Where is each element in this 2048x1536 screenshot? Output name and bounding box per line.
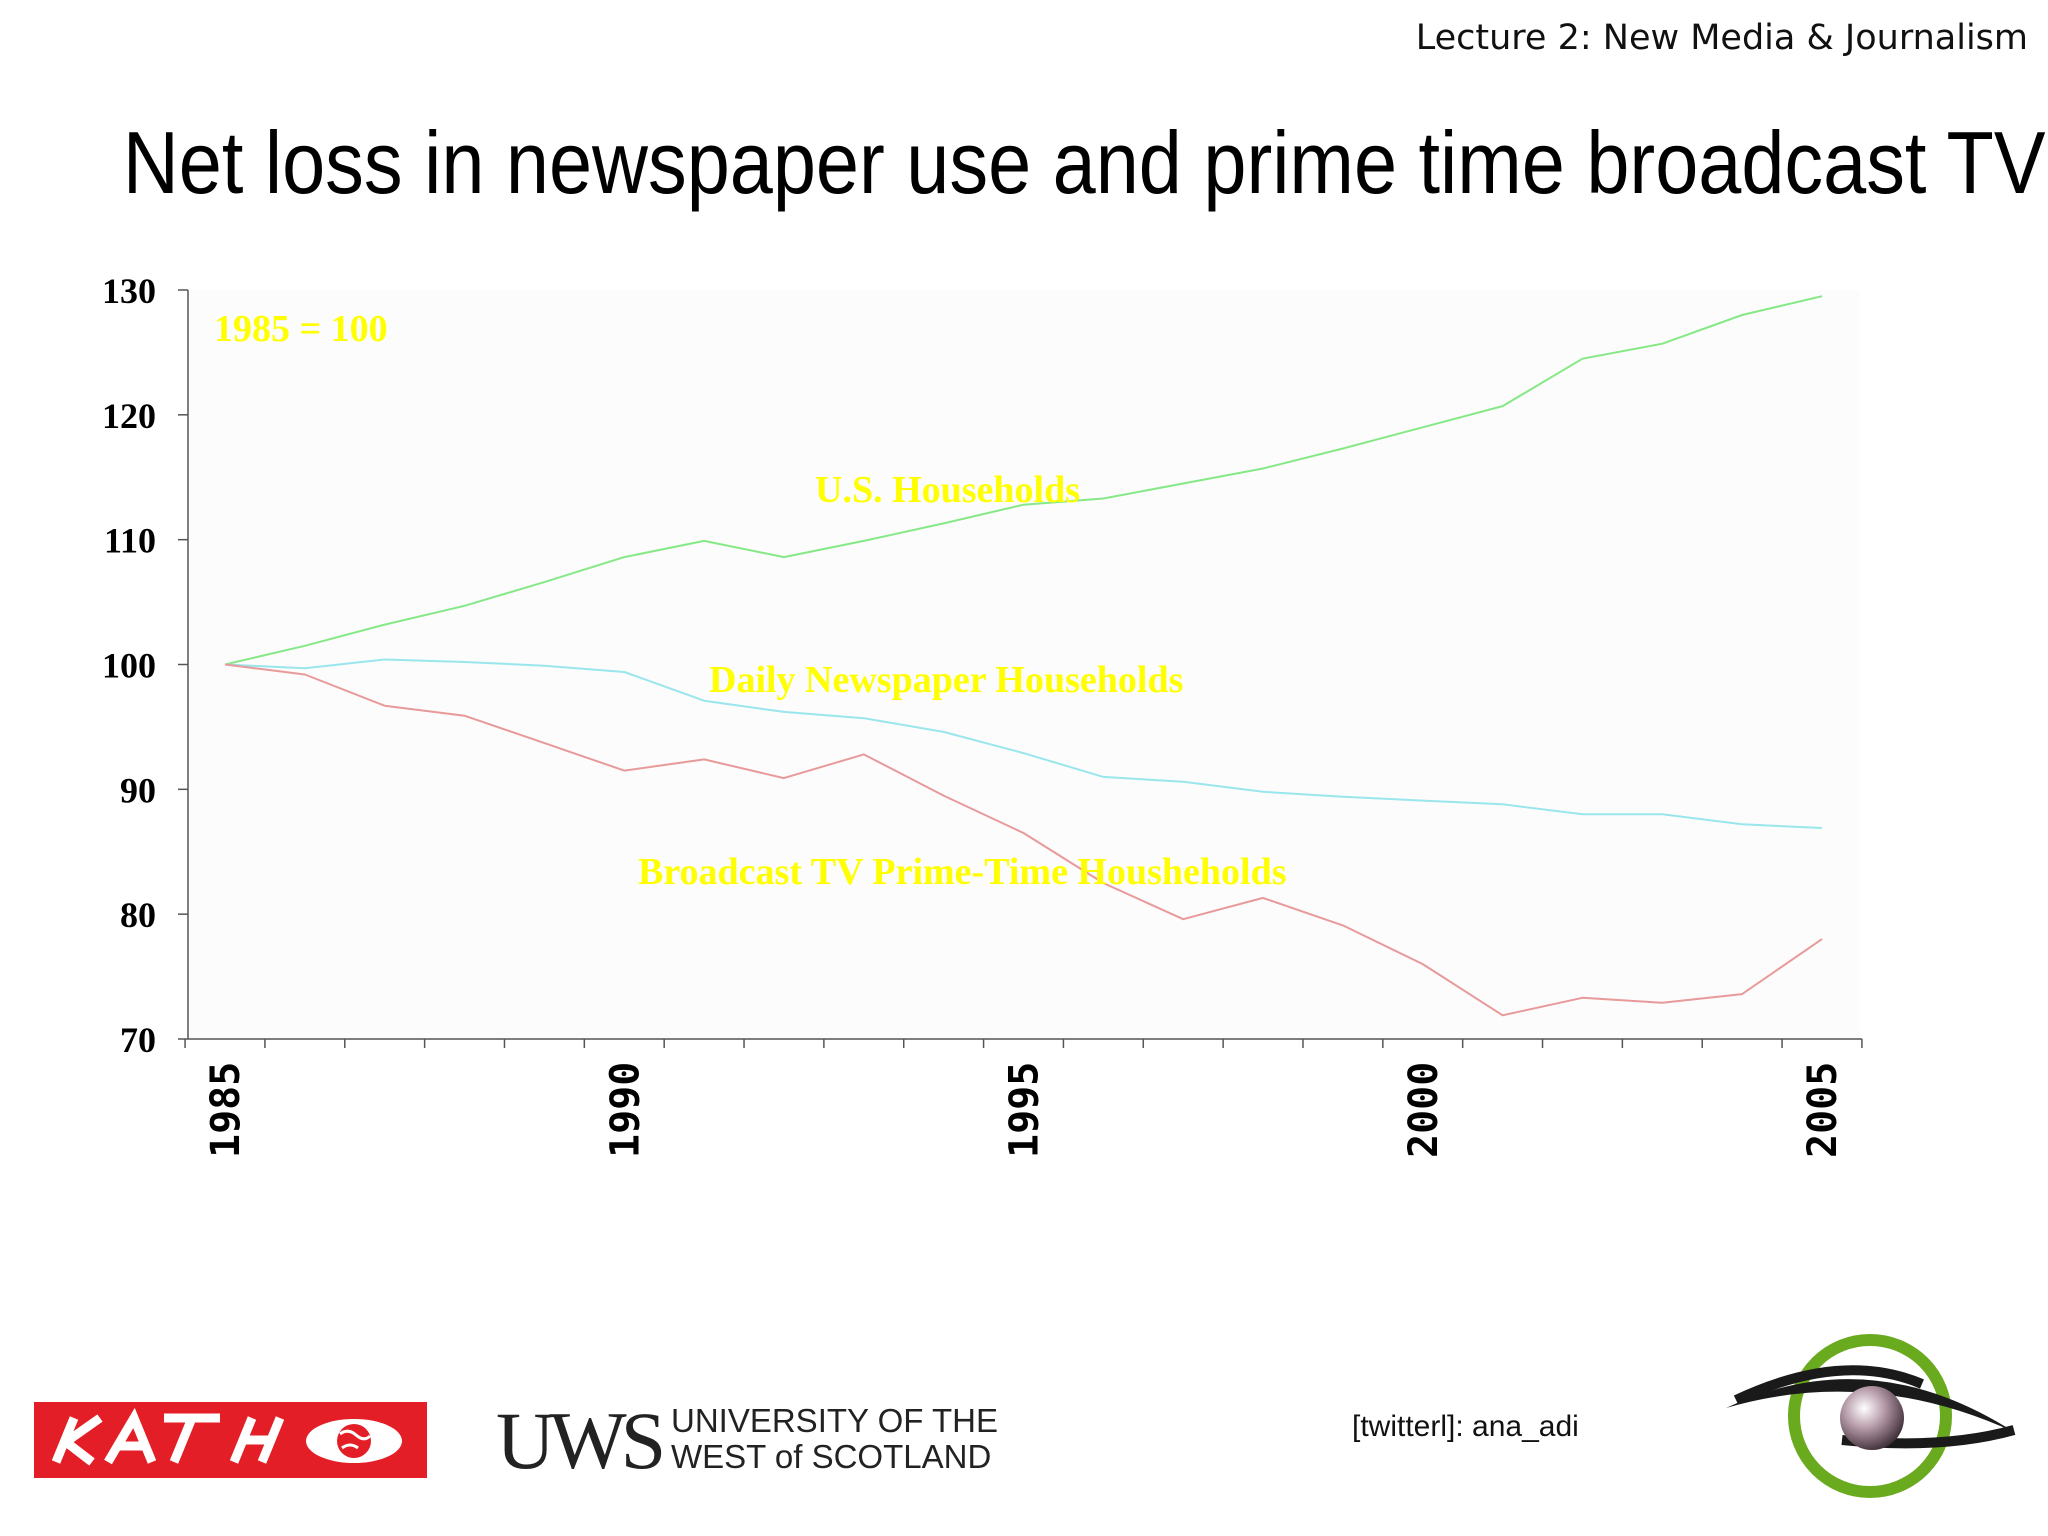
- y-tick-label: 70: [120, 1020, 156, 1060]
- y-tick-label: 110: [104, 521, 156, 561]
- x-tick-label: 1985: [203, 1062, 249, 1158]
- uws-logo-line-2: WEST of SCOTLAND: [671, 1438, 992, 1475]
- x-tick-label: 1995: [1002, 1062, 1048, 1158]
- y-tick-label: 90: [120, 770, 156, 810]
- lecture-header: Lecture 2: New Media & Journalism: [1415, 18, 2028, 58]
- series-line-us-households: [224, 295, 1823, 666]
- slide-title: Net loss in newspaper use and prime time…: [122, 113, 2046, 212]
- katho-logo-mark: [51, 1407, 402, 1466]
- x-tick-label: 2000: [1401, 1062, 1447, 1158]
- baseline-annotation: 1985 = 100: [214, 308, 388, 350]
- eye-logo: [1726, 1334, 2016, 1498]
- twitter-handle: [twitterl]: ana_adi: [1352, 1410, 1579, 1443]
- series-label-us-households: U.S. Households: [815, 469, 1080, 511]
- series-label-daily-newspaper-households: Daily Newspaper Households: [709, 659, 1183, 701]
- series-line-daily-newspaper-households: [224, 658, 1823, 829]
- x-tick-label: 2005: [1800, 1062, 1846, 1158]
- plot-area: [190, 290, 1860, 1040]
- uws-logo-line-1: UNIVERSITY OF THE: [671, 1402, 999, 1439]
- series-line-broadcast-tv-prime-time: [224, 663, 1823, 1017]
- y-tick-label: 100: [102, 646, 156, 686]
- uws-logo: UWS UNIVERSITY OF THE WEST of SCOTLAND: [496, 1396, 1006, 1486]
- y-tick-label: 130: [102, 271, 156, 311]
- y-tick-label: 80: [120, 895, 156, 935]
- uws-logo-mark: UWS: [496, 1395, 666, 1486]
- x-tick-label: 1990: [602, 1062, 648, 1158]
- y-tick-label: 120: [102, 396, 156, 436]
- series-label-broadcast-tv-prime-time: Broadcast TV Prime-Time Housheholds: [638, 851, 1287, 893]
- katho-logo: [34, 1402, 427, 1478]
